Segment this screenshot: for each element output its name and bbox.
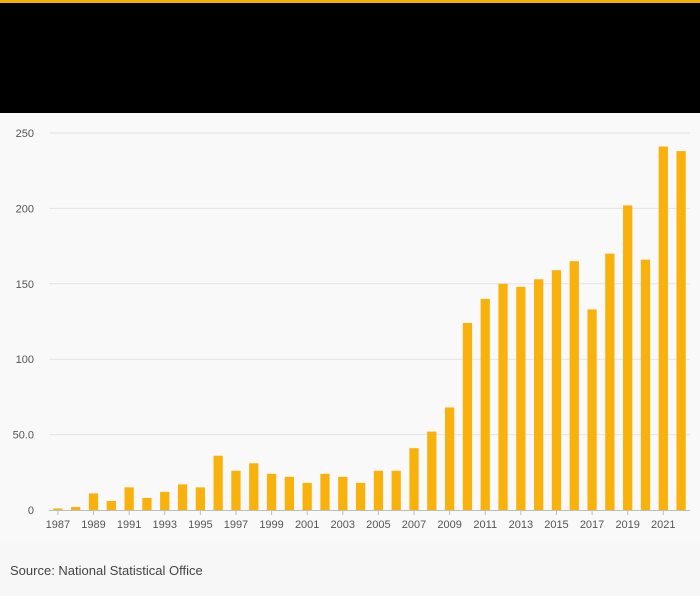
bar-1991 xyxy=(124,487,134,510)
gridlines xyxy=(49,132,690,436)
bar-2016 xyxy=(569,261,579,510)
x-tick-label: 1993 xyxy=(152,519,176,531)
bar-1995 xyxy=(195,487,205,510)
x-tick-label: 1989 xyxy=(81,519,105,531)
source-note: Source: National Statistical Office xyxy=(10,563,203,578)
bar-1997 xyxy=(231,470,241,510)
chart-area: 0 50.0 100 150 200 250 1987 1989 1991 1993 1995 19… xyxy=(0,113,700,543)
x-tick-label: 2003 xyxy=(331,519,355,531)
bar-2006 xyxy=(391,470,401,510)
bar-2019 xyxy=(623,205,633,510)
x-tick-label: 2017 xyxy=(580,519,604,531)
y-tick-label: 100 xyxy=(16,354,34,366)
bar-1993 xyxy=(160,491,170,510)
accent-rule xyxy=(0,0,700,3)
bar-1987 xyxy=(53,508,63,510)
y-tick-label: 50.0 xyxy=(13,430,34,442)
bar-2000 xyxy=(284,476,295,510)
bar-2012 xyxy=(498,283,508,510)
bar-2004 xyxy=(355,482,366,510)
x-tick-label: 2021 xyxy=(651,519,675,531)
bar-1992 xyxy=(142,497,152,510)
bar-2017 xyxy=(587,309,597,510)
x-tick-label: 1987 xyxy=(46,519,70,531)
bar-1994 xyxy=(177,484,188,510)
bar-2018 xyxy=(605,253,615,510)
x-tick-label: 2011 xyxy=(473,519,497,531)
header-band xyxy=(0,3,700,113)
y-axis-ticks: 0 50.0 100 150 200 250 xyxy=(13,128,34,517)
bar-1999 xyxy=(266,473,277,510)
x-tick-label: 2015 xyxy=(544,519,568,531)
bar-2015 xyxy=(551,270,562,510)
x-tick-label: 1995 xyxy=(188,519,212,531)
bar-2021 xyxy=(658,146,668,510)
bar-2009 xyxy=(444,407,455,510)
bar-2002 xyxy=(320,473,330,510)
bar-1989 xyxy=(88,493,99,510)
x-tick-label: 1999 xyxy=(259,519,283,531)
bar-1990 xyxy=(106,500,116,510)
bar-2022 xyxy=(676,151,686,510)
y-tick-label: 250 xyxy=(16,128,34,140)
x-tick-label: 2007 xyxy=(402,519,426,531)
bar-2011 xyxy=(480,298,490,510)
y-tick-label: 200 xyxy=(16,203,34,215)
x-tick-label: 1991 xyxy=(117,519,141,531)
x-tick-label: 2001 xyxy=(295,519,319,531)
bar-2008 xyxy=(427,431,437,510)
bar-2001 xyxy=(302,482,312,510)
bars xyxy=(53,146,686,510)
bar-1988 xyxy=(71,506,81,510)
bar-2014 xyxy=(534,279,544,510)
x-tick-label: 2019 xyxy=(615,519,639,531)
y-tick-label: 0 xyxy=(28,505,34,517)
y-tick-label: 150 xyxy=(16,279,34,291)
bar-2003 xyxy=(338,476,348,510)
x-tick-label: 2009 xyxy=(437,519,461,531)
bar-2007 xyxy=(409,448,419,510)
x-tick-label: 2005 xyxy=(366,519,390,531)
bar-2005 xyxy=(373,470,384,510)
bar-1996 xyxy=(213,455,223,510)
x-tick-label: 1997 xyxy=(224,519,248,531)
bar-1998 xyxy=(249,463,259,510)
x-tick-label: 2013 xyxy=(509,519,533,531)
bar-2013 xyxy=(516,286,526,510)
x-axis-ticks: 1987 1989 1991 1993 1995 1997 1999 2001 2003 2005… xyxy=(46,510,676,531)
bar-2020 xyxy=(640,259,651,510)
bar-2010 xyxy=(462,323,473,510)
